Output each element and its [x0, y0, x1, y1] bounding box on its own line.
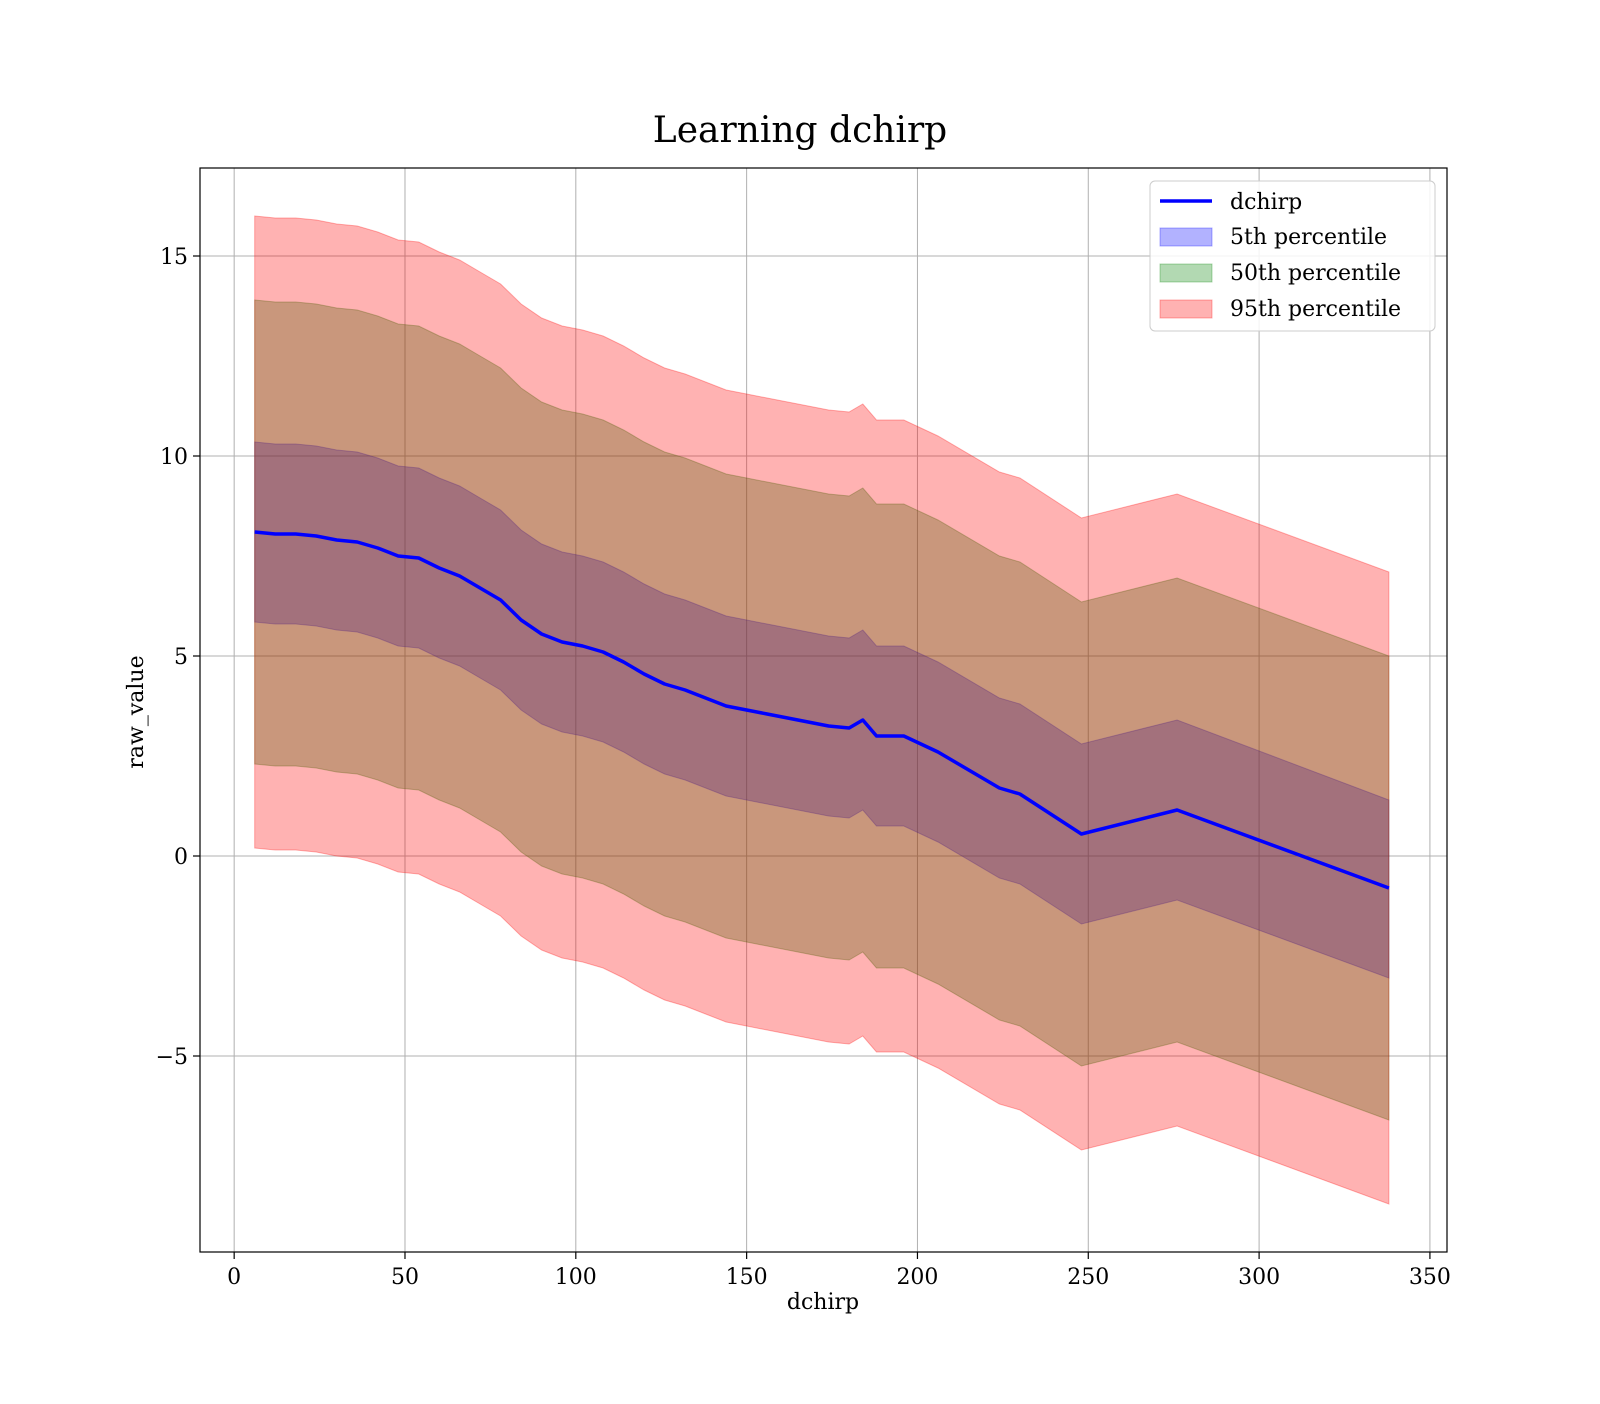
- x-tick-label: 150: [726, 1265, 768, 1290]
- x-tick-label: 50: [391, 1265, 419, 1290]
- x-axis-ticks: 0 50 100 150 200 250 300 350: [227, 1252, 1451, 1290]
- legend-label-95th: 95th percentile: [1230, 297, 1401, 322]
- y-axis-ticks: −5 0 5 10 15: [156, 245, 200, 1070]
- y-tick-label: 5: [174, 645, 188, 670]
- x-tick-label: 350: [1409, 1265, 1451, 1290]
- band-5th-percentile: [254, 441, 1390, 979]
- y-axis-label: raw_value: [124, 655, 149, 768]
- plot-frame: [199, 167, 1448, 1253]
- x-tick-label: 300: [1238, 1265, 1280, 1290]
- legend-label-dchirp: dchirp: [1230, 190, 1302, 215]
- x-tick-label: 0: [227, 1265, 241, 1290]
- series-lines: [254, 530, 1390, 890]
- legend-swatch-95th: [1159, 299, 1213, 319]
- legend-frame: [1149, 180, 1436, 332]
- legend: dchirp 5th percentile 50th percentile 95…: [1149, 180, 1436, 332]
- y-tick-label: 10: [160, 445, 188, 470]
- y-tick-label: 15: [160, 245, 188, 270]
- x-axis-label: dchirp: [787, 1290, 859, 1315]
- x-tick-label: 250: [1067, 1265, 1109, 1290]
- band-50th-percentile: [254, 299, 1390, 1121]
- percentile-bands: [254, 215, 1390, 1205]
- band-95th-percentile: [254, 215, 1390, 1205]
- legend-swatch-5th: [1159, 227, 1213, 247]
- x-tick-label: 200: [896, 1265, 938, 1290]
- x-tick-label: 100: [555, 1265, 597, 1290]
- legend-swatch-50th: [1159, 263, 1213, 283]
- series-line-dchirp: [254, 530, 1390, 890]
- legend-label-5th: 5th percentile: [1230, 225, 1387, 250]
- chart-title: Learning dchirp: [653, 110, 947, 151]
- legend-label-50th: 50th percentile: [1230, 261, 1401, 286]
- y-tick-label: 0: [174, 845, 188, 870]
- y-tick-label: −5: [156, 1045, 188, 1070]
